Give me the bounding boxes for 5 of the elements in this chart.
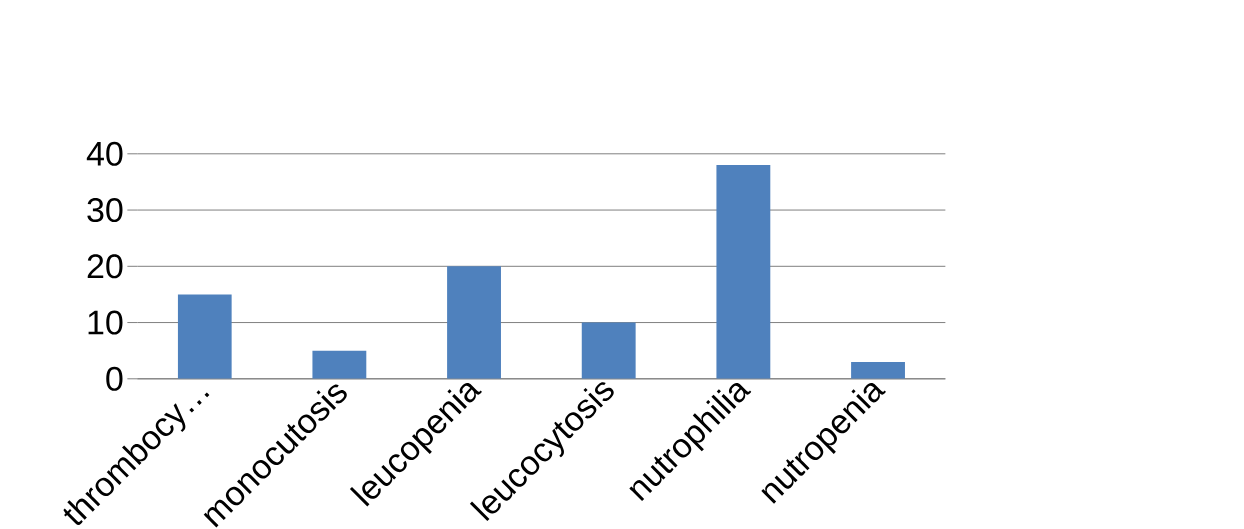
y-tick-label: 40 bbox=[86, 141, 123, 166]
y-tick-label: 20 bbox=[87, 254, 123, 279]
y-tick-label: 30 bbox=[87, 198, 123, 223]
y-tick-label: 10 bbox=[88, 310, 123, 335]
y-tick-label: 0 bbox=[106, 366, 123, 391]
